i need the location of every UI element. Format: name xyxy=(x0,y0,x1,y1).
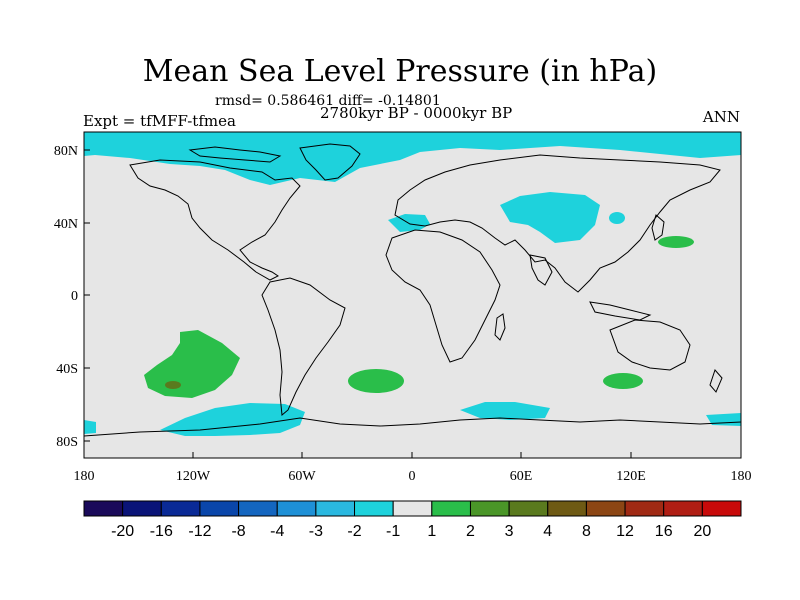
australia-coastline xyxy=(609,319,691,371)
colorbar-label: -4 xyxy=(270,523,284,540)
colorbar-swatch xyxy=(508,500,549,517)
colorbar-label: -16 xyxy=(150,523,173,540)
lat-tick-label: 40S xyxy=(56,362,78,377)
colorbar-swatch xyxy=(431,500,471,517)
india-coastline xyxy=(529,254,553,286)
japan-coastline xyxy=(651,214,665,241)
lon-tick-label: 120W xyxy=(176,469,211,484)
colorbar-swatch xyxy=(122,500,162,517)
eurasia-coastline xyxy=(394,154,721,293)
lat-tick-label: 40N xyxy=(54,217,78,232)
colorbar-label: 2 xyxy=(466,523,475,540)
new-zealand-coastline xyxy=(709,369,723,393)
south-america-coastline xyxy=(261,277,346,416)
colorbar: -20 -16 -12 -8 -4 -3 -2 -1 1 2 3 4 8 12 16 20 xyxy=(83,500,742,540)
greenland-coastline xyxy=(299,143,361,181)
colorbar-label: -1 xyxy=(386,523,400,540)
lon-axis xyxy=(83,452,742,458)
colorbar-label: 4 xyxy=(543,523,552,540)
lat-tick-label: 80S xyxy=(56,435,78,450)
lon-tick-label: 120E xyxy=(616,469,646,484)
colorbar-label: -20 xyxy=(111,523,134,540)
south-pacific-strong-positive xyxy=(165,381,181,389)
south-indian-positive-region xyxy=(603,373,643,389)
colorbar-label: 1 xyxy=(427,523,436,540)
colorbar-swatch xyxy=(624,500,665,517)
colorbar-label: 8 xyxy=(582,523,591,540)
colorbar-swatch xyxy=(238,500,278,517)
south-pacific-negative-region xyxy=(160,403,305,436)
anomaly-fields xyxy=(84,132,741,436)
madagascar-coastline xyxy=(494,313,506,341)
lon-tick-label: 180 xyxy=(74,469,95,484)
lon-tick-label: 180 xyxy=(731,469,752,484)
colorbar-label: -8 xyxy=(231,523,245,540)
period-text: 2780kyr BP - 0000kyr BP xyxy=(320,104,513,122)
colorbar-swatch xyxy=(392,500,433,517)
lat-tick-label: 0 xyxy=(71,289,78,304)
southern-edge-negative-left xyxy=(84,420,96,434)
colorbar-swatch xyxy=(315,500,356,517)
map-title: Mean Sea Level Pressure (in hPa) xyxy=(142,54,658,89)
africa-coastline xyxy=(385,229,501,363)
south-pacific-positive-region xyxy=(144,330,240,398)
eurasia-negative-region xyxy=(500,192,600,243)
colorbar-swatch xyxy=(469,500,510,517)
colorbar-label: 3 xyxy=(505,523,514,540)
lon-tick-label: 60E xyxy=(510,469,533,484)
lat-tick-label: 80N xyxy=(54,144,78,159)
colorbar-label: -3 xyxy=(309,523,323,540)
lon-tick-label: 0 xyxy=(409,469,416,484)
south-atlantic-positive-region xyxy=(348,369,404,393)
colorbar-label: 16 xyxy=(655,523,673,540)
arctic-islands-coastline xyxy=(188,146,282,163)
arctic-negative-region xyxy=(84,132,741,185)
colorbar-label: 12 xyxy=(616,523,634,540)
lat-axis xyxy=(84,149,90,442)
antarctica-coastline xyxy=(83,417,742,437)
indonesia-coastline xyxy=(589,301,652,321)
experiment-label: Expt = tfMFF-tfmea xyxy=(83,112,236,130)
colorbar-swatch xyxy=(701,500,742,517)
north-america-coastline xyxy=(129,159,301,281)
colorbar-swatch xyxy=(585,500,626,517)
lon-tick-label: 60W xyxy=(288,469,316,484)
colorbar-swatch xyxy=(663,500,703,517)
season-label: ANN xyxy=(702,108,740,126)
map-background xyxy=(84,132,741,458)
colorbar-swatch xyxy=(160,500,201,517)
lon-tick-labels: 180 120W 60W 0 60E 120E 180 xyxy=(74,469,752,484)
colorbar-swatch xyxy=(199,500,240,517)
north-pacific-positive-region xyxy=(658,236,694,248)
coastlines xyxy=(83,143,742,437)
lat-tick-labels: 80N 40N 0 40S 80S xyxy=(54,144,78,450)
south-indian-negative-region xyxy=(460,402,550,420)
colorbar-label: 20 xyxy=(693,523,711,540)
colorbar-swatch xyxy=(354,500,394,517)
pacific-negative-spot xyxy=(609,212,625,224)
colorbar-swatch xyxy=(276,500,317,517)
colorbar-label: -2 xyxy=(347,523,361,540)
colorbar-label: -12 xyxy=(188,523,211,540)
colorbar-swatch xyxy=(547,500,587,517)
stats-text: rmsd= 0.586461 diff= -0.14801 xyxy=(215,93,441,109)
colorbar-swatch xyxy=(83,500,124,517)
